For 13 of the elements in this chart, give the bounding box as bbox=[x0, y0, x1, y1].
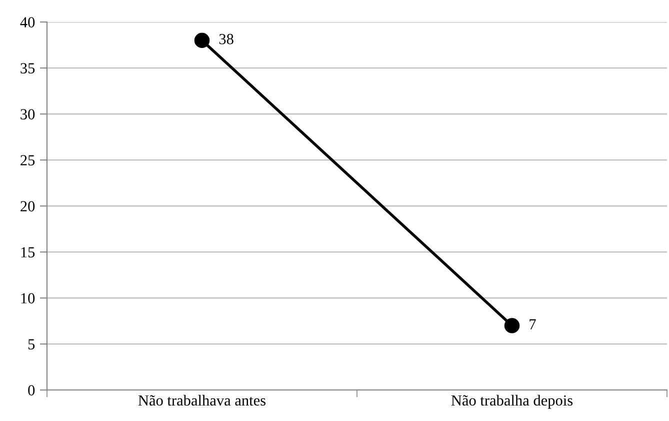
y-tick-label: 35 bbox=[20, 63, 35, 74]
y-tick-label: 15 bbox=[21, 247, 35, 258]
x-tick-label: Não trabalhava antes bbox=[138, 394, 266, 406]
x-tick-label: Não trabalha depois bbox=[451, 394, 573, 409]
y-tick-label: 10 bbox=[21, 293, 35, 304]
data-label: 38 bbox=[219, 34, 234, 44]
y-tick-label: 40 bbox=[20, 17, 35, 28]
data-label: 7 bbox=[530, 319, 536, 330]
y-tick-label: 25 bbox=[20, 155, 35, 166]
y-tick-label: 5 bbox=[28, 339, 35, 350]
y-tick-label: 20 bbox=[20, 201, 35, 212]
y-tick-label: 0 bbox=[28, 385, 35, 396]
y-tick-label: 30 bbox=[20, 109, 35, 120]
